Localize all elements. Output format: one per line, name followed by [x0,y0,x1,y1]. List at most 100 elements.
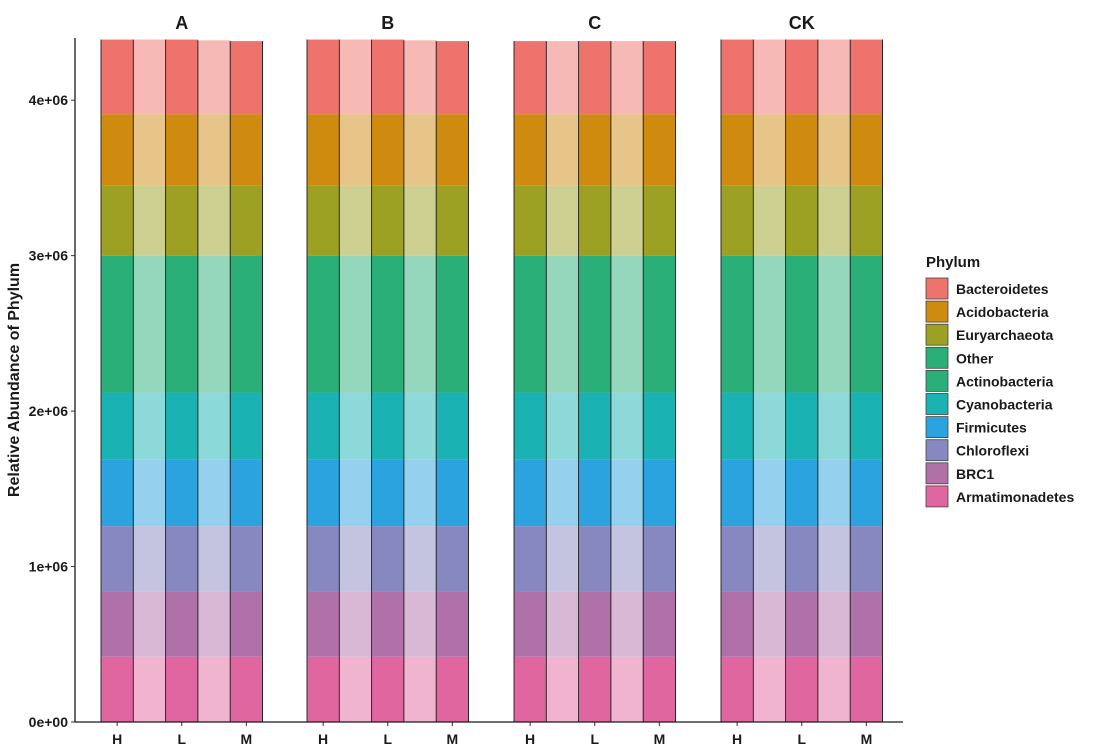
bar-segment-ck-cyanobacteria [753,392,786,460]
bar-segment-a-euryarchaeota [230,185,263,256]
bar-segment-a-actinobacteria [230,255,263,393]
x-tick-label-c-m: M [654,731,666,747]
bar-segment-a-firmicutes [133,459,166,527]
legend-swatch-acidobacteria [925,300,949,323]
bar-segment-a-cyanobacteria [197,392,231,460]
bar-segment-b-chloroflexi [371,526,405,592]
x-tick-label-c-l: L [591,731,600,747]
legend-swatch-bacteroidetes [925,277,949,300]
bar-segment-a-brc1 [197,591,231,657]
bar-segment-c-cyanobacteria [546,392,579,460]
y-tick-label: 3e+06 [29,248,69,264]
bar-segment-ck-chloroflexi [721,526,754,592]
bar-segment-ck-euryarchaeota [753,185,786,256]
bar-segment-ck-chloroflexi [850,526,883,592]
bar-segment-a-bacteroidetes [230,41,263,115]
bar-segment-a-brc1 [165,591,199,657]
bar-segment-c-actinobacteria [610,255,644,393]
bar-segment-a-acidobacteria [133,114,166,186]
bar-segment-ck-brc1 [785,591,819,657]
bar-segment-ck-bacteroidetes [850,39,883,115]
legend-swatch-euryarchaeota [925,323,949,346]
y-tick-label: 2e+06 [29,403,69,419]
bar-segment-b-euryarchaeota [371,185,405,256]
legend-label-firmicutes: Firmicutes [956,420,1027,436]
bar-segment-c-cyanobacteria [610,392,644,460]
x-tick-label-b-h: H [318,731,328,747]
bar-segment-a-cyanobacteria [165,392,199,460]
bar-segment-c-euryarchaeota [610,185,644,256]
bar-segment-ck-acidobacteria [850,114,883,186]
bar-segment-c-armatimonadetes [578,656,612,722]
bar-segment-a-bacteroidetes [101,39,134,115]
legend-label-cyanobacteria: Cyanobacteria [956,397,1053,413]
bar-segment-ck-armatimonadetes [817,656,851,722]
bar-segment-c-brc1 [610,591,644,657]
bar-segment-ck-brc1 [850,591,883,657]
bar-segment-b-brc1 [371,591,405,657]
legend-swatch-brc1 [925,462,949,485]
bar-segment-c-armatimonadetes [546,656,579,722]
bar-segment-ck-chloroflexi [785,526,819,592]
bar-segment-b-chloroflexi [307,526,340,592]
x-tick-label-a-h: H [112,731,122,747]
bar-segment-c-armatimonadetes [643,656,676,722]
bar-segment-a-armatimonadetes [230,656,263,722]
bar-segment-ck-chloroflexi [753,526,786,592]
bar-segment-b-bacteroidetes [371,39,405,115]
bar-segment-c-actinobacteria [578,255,612,393]
bar-segment-ck-armatimonadetes [753,656,786,722]
bar-segment-a-acidobacteria [165,114,199,186]
bar-segment-a-armatimonadetes [197,656,231,722]
bar-segment-a-brc1 [101,591,134,657]
bar-segment-ck-acidobacteria [753,114,786,186]
bar-segment-ck-firmicutes [785,459,819,527]
bar-segment-c-armatimonadetes [610,656,644,722]
bar-segment-b-actinobacteria [371,255,405,393]
bar-segment-c-bacteroidetes [546,41,579,115]
bar-segment-a-actinobacteria [165,255,199,393]
facet-title-c: C [588,13,601,33]
bar-segment-c-euryarchaeota [514,185,547,256]
bar-segment-b-cyanobacteria [436,392,469,460]
bar-segment-c-brc1 [514,591,547,657]
bar-segment-a-chloroflexi [230,526,263,592]
bar-segment-a-euryarchaeota [197,185,231,256]
bar-segment-b-brc1 [307,591,340,657]
bar-segment-c-acidobacteria [578,114,612,186]
legend-label-acidobacteria: Acidobacteria [956,304,1049,320]
bar-segment-b-brc1 [339,591,372,657]
legend-title: Phylum [926,254,980,271]
bar-segment-b-cyanobacteria [339,392,372,460]
bar-segment-a-armatimonadetes [101,656,134,722]
bar-segment-c-bacteroidetes [514,41,547,115]
legend-label-bacteroidetes: Bacteroidetes [956,281,1049,297]
bar-segment-b-cyanobacteria [371,392,405,460]
legend-label-armatimonadetes: Armatimonadetes [956,489,1074,505]
bar-segment-ck-armatimonadetes [850,656,883,722]
bar-segment-b-firmicutes [307,459,340,527]
bar-segment-a-actinobacteria [197,255,231,393]
bar-segment-ck-bacteroidetes [817,39,851,115]
bar-segment-c-chloroflexi [514,526,547,592]
bar-segment-ck-brc1 [721,591,754,657]
bar-segment-a-chloroflexi [165,526,199,592]
bar-segment-ck-cyanobacteria [817,392,851,460]
bar-segment-a-chloroflexi [101,526,134,592]
bar-segment-ck-brc1 [753,591,786,657]
bar-segment-b-chloroflexi [339,526,372,592]
bar-segment-b-acidobacteria [436,114,469,186]
legend-label-actinobacteria: Actinobacteria [956,373,1053,389]
bar-segment-c-cyanobacteria [514,392,547,460]
bar-segment-c-firmicutes [546,459,579,527]
x-tick-label-b-l: L [384,731,393,747]
bar-segment-c-bacteroidetes [610,41,644,115]
bar-segment-ck-acidobacteria [721,114,754,186]
bar-segment-b-euryarchaeota [436,185,469,256]
bar-segment-a-firmicutes [101,459,134,527]
y-axis-title: Relative Abundance of Phylum [6,263,23,497]
bar-segment-b-cyanobacteria [307,392,340,460]
bar-segment-b-actinobacteria [339,255,372,393]
facet-title-ck: CK [789,13,815,33]
